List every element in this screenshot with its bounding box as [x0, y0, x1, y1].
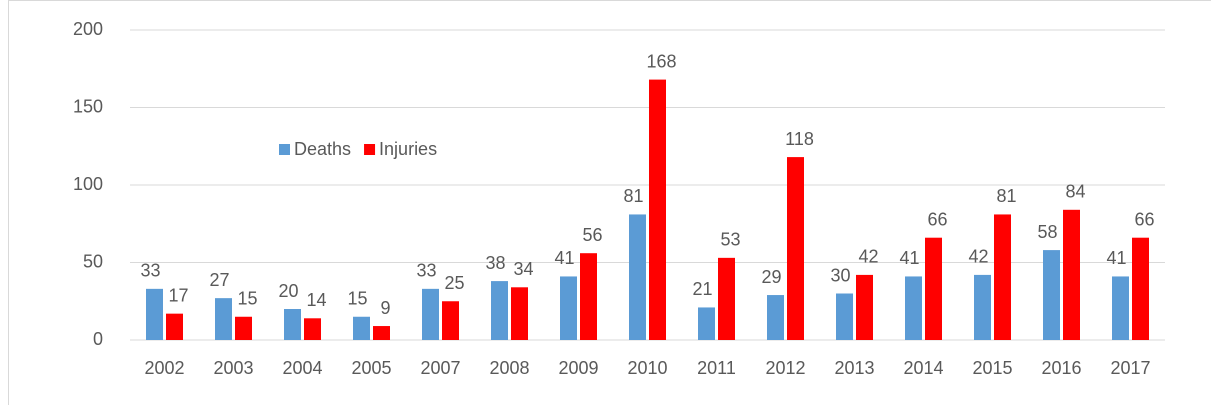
bar [974, 274, 991, 340]
data-label: 15 [237, 289, 257, 309]
data-label: 66 [1134, 209, 1154, 229]
x-tick-label: 2004 [282, 358, 322, 378]
legend-label: Injuries [379, 139, 437, 159]
data-label: 56 [582, 225, 602, 245]
bar [166, 313, 183, 340]
data-label: 81 [996, 186, 1016, 206]
data-label: 41 [1106, 248, 1126, 268]
x-tick-label: 2005 [351, 358, 391, 378]
bar [1063, 209, 1080, 340]
data-label: 66 [927, 209, 947, 229]
x-tick-label: 2014 [903, 358, 943, 378]
data-label: 33 [140, 261, 160, 281]
bar [1132, 237, 1149, 340]
data-label: 30 [830, 265, 850, 285]
data-label: 42 [968, 247, 988, 267]
x-tick-label: 2017 [1110, 358, 1150, 378]
data-label: 118 [785, 129, 814, 149]
bar [235, 316, 252, 340]
bar [580, 253, 597, 340]
y-tick-label: 0 [93, 329, 103, 349]
x-tick-label: 2007 [420, 358, 460, 378]
data-label: 9 [380, 298, 390, 318]
data-label: 34 [513, 259, 533, 279]
bar [649, 79, 666, 340]
data-label: 29 [761, 267, 781, 287]
data-label: 21 [692, 279, 712, 299]
y-tick-label: 150 [73, 96, 103, 116]
bar [787, 157, 804, 340]
data-label: 17 [168, 285, 188, 305]
bar [422, 288, 439, 340]
x-tick-label: 2009 [558, 358, 598, 378]
bar [836, 293, 853, 340]
bar [560, 276, 577, 340]
bar [491, 281, 508, 340]
legend-label: Deaths [294, 139, 351, 159]
y-tick-label: 100 [73, 174, 103, 194]
bar [629, 214, 646, 340]
bar [215, 298, 232, 340]
bar [856, 274, 873, 340]
bar [284, 309, 301, 340]
x-tick-label: 2013 [834, 358, 874, 378]
x-tick-label: 2012 [765, 358, 805, 378]
data-label: 14 [306, 290, 326, 310]
bar [511, 287, 528, 340]
chart-border [8, 0, 1211, 405]
data-label: 41 [554, 248, 574, 268]
x-tick-label: 2015 [972, 358, 1012, 378]
data-label: 25 [444, 273, 464, 293]
bar [146, 288, 163, 340]
data-label: 42 [858, 247, 878, 267]
legend-swatch [364, 144, 376, 155]
bar [353, 316, 370, 340]
x-tick-label: 2002 [144, 358, 184, 378]
bar [304, 318, 321, 340]
data-label: 81 [623, 186, 643, 206]
data-label: 84 [1065, 182, 1085, 202]
bar [718, 257, 735, 340]
x-tick-label: 2011 [697, 358, 736, 378]
bar [767, 295, 784, 340]
data-label: 38 [485, 253, 505, 273]
x-tick-label: 2016 [1041, 358, 1081, 378]
bar [373, 326, 390, 340]
bar [698, 307, 715, 340]
bar [994, 214, 1011, 340]
data-label: 15 [347, 289, 367, 309]
data-label: 27 [209, 270, 229, 290]
x-tick-label: 2010 [627, 358, 667, 378]
legend-swatch [279, 144, 290, 155]
data-label: 33 [416, 261, 436, 281]
data-label: 58 [1037, 222, 1057, 242]
bar [442, 301, 459, 340]
bar [905, 276, 922, 340]
y-tick-label: 200 [73, 19, 103, 39]
bar [925, 237, 942, 340]
data-label: 20 [278, 281, 298, 301]
bar [1112, 276, 1129, 340]
bar [1043, 250, 1060, 340]
x-tick-label: 2003 [213, 358, 253, 378]
data-label: 53 [720, 230, 740, 250]
y-tick-label: 50 [83, 251, 103, 271]
data-label: 168 [646, 51, 676, 71]
x-tick-label: 2008 [489, 358, 529, 378]
data-label: 41 [899, 248, 919, 268]
